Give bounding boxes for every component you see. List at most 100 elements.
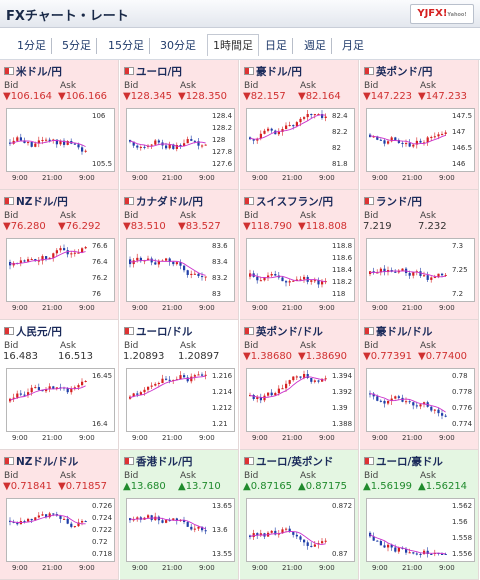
candle-body — [288, 281, 291, 283]
pair-card[interactable]: ユーロ/円 Bid Ask ▼128.345 ▼128.350 128.4 128… — [120, 60, 239, 190]
candlestick-chart — [249, 110, 327, 145]
mini-chart[interactable] — [126, 498, 235, 562]
candle-body — [415, 140, 418, 145]
pair-name[interactable]: スイスフラン/円 — [244, 194, 333, 209]
candle-body — [394, 137, 397, 141]
yjfx-logo[interactable]: YJFX!Yahoo! — [410, 4, 474, 24]
candle-body — [426, 550, 429, 554]
bid-label: Bid — [364, 341, 379, 351]
y-tick-label: 1.388 — [332, 420, 353, 428]
pair-name[interactable]: NZドル/円 — [4, 194, 68, 209]
ask-label: Ask — [420, 471, 437, 481]
candle-body — [274, 530, 277, 535]
time-label: 9:00 — [132, 304, 148, 312]
pair-card[interactable]: ユーロ/ドル Bid Ask 1.20893 1.20897 1.216 1.21… — [120, 320, 239, 450]
tab-1min[interactable]: 1分足 — [17, 38, 52, 54]
pair-card[interactable]: ユーロ/英ポンド Bid Ask ▲0.87165 ▲0.87175 0.872… — [240, 450, 359, 580]
pair-card[interactable]: ランド/円 Bid Ask 7.219 7.232 7.3 7.25 7.2 9:0… — [360, 190, 479, 320]
app-header: FXチャート・レート YJFX!Yahoo! — [0, 0, 480, 28]
candle-body — [81, 381, 84, 386]
time-label: 21:00 — [162, 174, 183, 182]
candle-body — [27, 392, 30, 395]
candle-body — [193, 375, 196, 377]
moving-average-line — [369, 534, 446, 555]
currency-flag-icon — [124, 67, 134, 75]
pair-name[interactable]: 英ポンド/ドル — [244, 324, 323, 339]
y-tick-label: 0.72 — [92, 538, 108, 546]
y-tick-label: 16.4 — [92, 420, 108, 428]
pair-name[interactable]: 香港ドル/円 — [124, 454, 192, 469]
pair-card[interactable]: 英ポンド/ドル Bid Ask ▼1.38680 ▼1.38690 1.394 1… — [240, 320, 359, 450]
candle-body — [270, 392, 273, 396]
time-label: 21:00 — [42, 564, 63, 572]
tab-daily[interactable]: 日足 — [265, 38, 293, 54]
pair-card[interactable]: スイスフラン/円 Bid Ask ▼118.790 ▼118.808 118.8… — [240, 190, 359, 320]
mini-chart[interactable] — [6, 238, 115, 302]
candle-body — [444, 274, 447, 276]
pair-name[interactable]: 米ドル/円 — [4, 64, 62, 79]
pair-name[interactable]: ユーロ/円 — [124, 64, 182, 79]
tab-1hour[interactable]: 1時間足 — [207, 34, 259, 56]
candle-body — [147, 258, 150, 261]
time-label: 9:00 — [439, 434, 455, 442]
pair-name[interactable]: ユーロ/英ポンド — [244, 454, 333, 469]
pair-name[interactable]: 豪ドル/ドル — [364, 324, 432, 339]
time-label: 21:00 — [42, 434, 63, 442]
tab-weekly[interactable]: 週足 — [304, 38, 332, 54]
mini-chart[interactable] — [366, 498, 475, 562]
pair-card[interactable]: ユーロ/豪ドル Bid Ask ▲1.56199 ▲1.56214 1.562 1… — [360, 450, 479, 580]
bid-label: Bid — [364, 81, 379, 91]
pair-card[interactable]: NZドル/円 Bid Ask ▼76.280 ▼76.292 76.6 76.4 7… — [0, 190, 119, 320]
candle-body — [423, 402, 426, 405]
candle-body — [201, 145, 204, 147]
candle-body — [259, 533, 262, 536]
candle-body — [34, 517, 37, 521]
pair-card[interactable]: 英ポンド/円 Bid Ask ▼147.223 ▼147.233 147.5 14… — [360, 60, 479, 190]
candle-body — [139, 146, 142, 148]
tab-15min[interactable]: 15分足 — [108, 38, 150, 54]
candle-body — [27, 518, 30, 522]
y-tick-label: 83 — [212, 290, 221, 298]
pair-card[interactable]: 米ドル/円 Bid Ask ▼106.164 ▼106.166 106 105.5… — [0, 60, 119, 190]
pair-name[interactable]: 豪ドル/円 — [244, 64, 302, 79]
candle-body — [372, 393, 375, 397]
candle-body — [306, 542, 309, 546]
pair-name[interactable]: NZドル/ドル — [4, 454, 78, 469]
pair-name[interactable]: ランド/円 — [364, 194, 422, 209]
pair-name[interactable]: ユーロ/豪ドル — [364, 454, 443, 469]
pair-name[interactable]: 英ポンド/円 — [364, 64, 432, 79]
pair-name[interactable]: カナダドル/円 — [124, 194, 203, 209]
pair-name[interactable]: ユーロ/ドル — [124, 324, 192, 339]
mini-chart[interactable] — [126, 108, 235, 172]
pair-card[interactable]: 豪ドル/円 Bid Ask ▼82.157 ▼82.164 82.4 82.2 82… — [240, 60, 359, 190]
bid-label: Bid — [4, 341, 19, 351]
pair-card[interactable]: カナダドル/円 Bid Ask ▼83.510 ▼83.527 83.6 83.4… — [120, 190, 239, 320]
candle-body — [59, 248, 62, 251]
tab-5min[interactable]: 5分足 — [62, 38, 97, 54]
moving-average-line — [129, 259, 206, 276]
candle-body — [157, 516, 160, 521]
y-tick-label: 16.45 — [92, 372, 113, 380]
bid-price: ▲13.680 — [123, 481, 166, 492]
mini-chart[interactable] — [246, 498, 355, 562]
pair-name[interactable]: 人民元/円 — [4, 324, 62, 339]
mini-chart[interactable] — [126, 238, 235, 302]
pair-card[interactable]: NZドル/ドル Bid Ask ▼0.71841 ▼0.71857 0.726 0… — [0, 450, 119, 580]
candle-body — [70, 523, 73, 527]
pair-card[interactable]: 豪ドル/ドル Bid Ask ▼0.77391 ▼0.77400 0.78 0.7… — [360, 320, 479, 450]
candle-body — [52, 513, 55, 515]
candle-body — [408, 552, 411, 554]
y-tick-label: 106 — [92, 112, 106, 120]
candle-body — [183, 520, 186, 523]
mini-chart[interactable] — [246, 238, 355, 302]
candle-body — [390, 544, 393, 548]
y-tick-label: 118.2 — [332, 278, 353, 286]
pair-card[interactable]: 香港ドル/円 Bid Ask ▲13.680 ▲13.710 13.65 13.6… — [120, 450, 239, 580]
tab-monthly[interactable]: 月足 — [342, 39, 364, 52]
mini-chart[interactable] — [6, 498, 115, 562]
tab-30min[interactable]: 30分足 — [160, 39, 196, 52]
mini-chart[interactable] — [6, 368, 115, 432]
y-tick-label: 0.722 — [92, 526, 113, 534]
pair-card[interactable]: 人民元/円 Bid Ask 16.483 16.513 16.45 16.4 9:… — [0, 320, 119, 450]
candle-body — [16, 393, 19, 398]
